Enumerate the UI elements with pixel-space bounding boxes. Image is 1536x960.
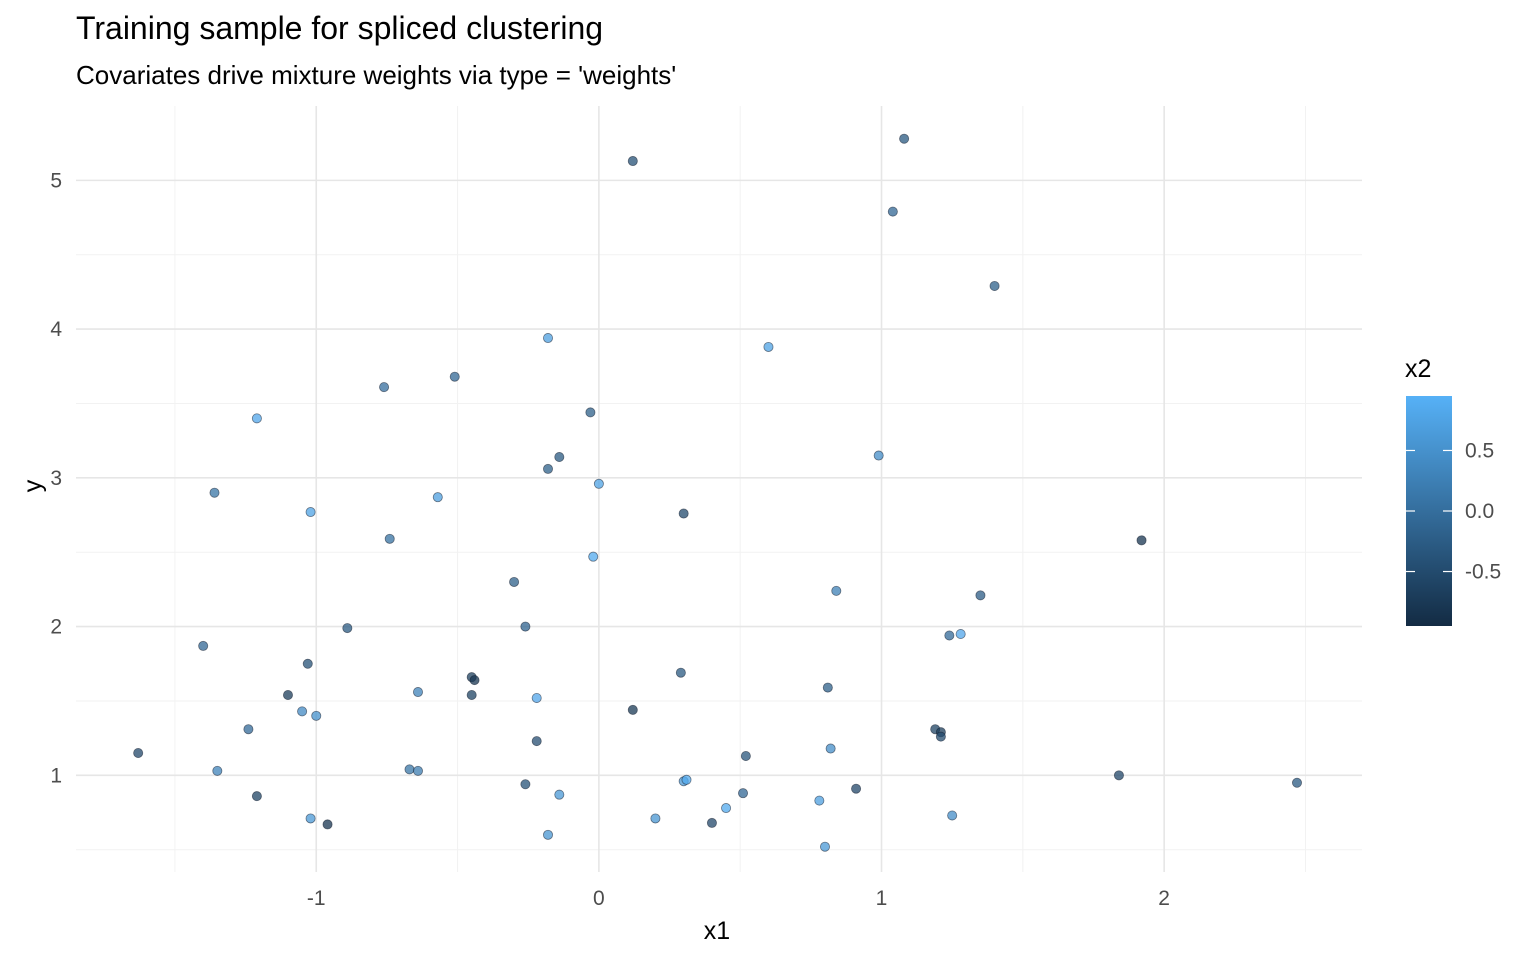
- data-point: [209, 487, 220, 498]
- y-axis-title: y: [19, 479, 47, 492]
- x-tick-label: 1: [876, 887, 888, 910]
- data-point: [825, 743, 836, 754]
- data-point: [311, 710, 322, 721]
- data-point: [342, 623, 353, 634]
- data-point: [412, 687, 423, 698]
- data-point: [133, 748, 144, 759]
- y-tick-label: 1: [50, 764, 62, 787]
- data-point: [681, 774, 692, 785]
- data-point: [706, 817, 717, 828]
- data-point: [404, 764, 415, 775]
- data-point: [887, 206, 898, 217]
- data-point: [384, 533, 395, 544]
- data-point: [935, 731, 946, 742]
- data-point: [678, 508, 689, 519]
- x-tick-label: -1: [307, 887, 326, 910]
- data-point: [302, 658, 313, 669]
- data-point: [251, 791, 262, 802]
- data-point: [432, 492, 443, 503]
- grid-minor: [76, 106, 1362, 872]
- data-point: [588, 551, 599, 562]
- data-point: [466, 690, 477, 701]
- x-tick-label: 0: [593, 887, 605, 910]
- data-point: [531, 692, 542, 703]
- data-point: [851, 783, 862, 794]
- data-point: [740, 750, 751, 761]
- data-point: [899, 133, 910, 144]
- data-point: [412, 765, 423, 776]
- data-point: [297, 706, 308, 717]
- data-point: [627, 704, 638, 715]
- data-point: [305, 813, 316, 824]
- data-point: [554, 789, 565, 800]
- data-point: [251, 413, 262, 424]
- data-point: [593, 478, 604, 489]
- data-point: [531, 736, 542, 747]
- data-point: [873, 450, 884, 461]
- legend-title: x2: [1405, 355, 1431, 383]
- data-point: [520, 779, 531, 790]
- data-point: [944, 630, 955, 641]
- colorbar-tick-label: -0.5: [1465, 561, 1501, 584]
- data-point: [449, 371, 460, 382]
- chart-title: Training sample for spliced clustering: [76, 10, 604, 46]
- color-legend: x2 0.5 0.0 -0.5: [1405, 355, 1501, 626]
- data-point: [305, 507, 316, 518]
- y-tick-label: 3: [50, 467, 62, 490]
- data-point: [543, 829, 554, 840]
- data-point: [379, 382, 390, 393]
- chart-subtitle: Covariates drive mixture weights via typ…: [76, 60, 677, 90]
- data-point: [627, 156, 638, 167]
- data-point: [763, 341, 774, 352]
- data-point: [543, 333, 554, 344]
- data-point: [520, 621, 531, 632]
- data-point: [822, 682, 833, 693]
- data-point: [975, 590, 986, 601]
- data-points: [133, 133, 1302, 852]
- data-point: [543, 463, 554, 474]
- y-tick-label: 4: [50, 318, 62, 341]
- data-point: [738, 788, 749, 799]
- x-axis-title: x1: [704, 917, 730, 945]
- y-tick-label: 2: [50, 616, 62, 639]
- data-point: [243, 724, 254, 735]
- x-axis-ticks: -1 0 1 2: [307, 887, 1170, 910]
- data-point: [322, 819, 333, 830]
- x-tick-label: 2: [1158, 887, 1170, 910]
- data-point: [585, 407, 596, 418]
- data-point: [282, 690, 293, 701]
- y-tick-label: 5: [50, 169, 62, 192]
- grid-major: [76, 106, 1362, 872]
- data-point: [989, 280, 1000, 291]
- data-point: [814, 795, 825, 806]
- data-point: [955, 629, 966, 640]
- data-point: [1291, 777, 1302, 788]
- data-point: [819, 841, 830, 852]
- data-point: [650, 813, 661, 824]
- colorbar-ticks: 0.5 0.0 -0.5: [1406, 439, 1501, 584]
- y-axis-ticks: 1 2 3 4 5: [50, 169, 62, 787]
- colorbar-tick-label: 0.5: [1465, 439, 1494, 462]
- data-point: [947, 810, 958, 821]
- data-point: [675, 667, 686, 678]
- data-point: [831, 585, 842, 596]
- data-point: [554, 452, 565, 463]
- data-point: [721, 803, 732, 814]
- colorbar-tick-label: 0.0: [1465, 500, 1494, 523]
- data-point: [509, 576, 520, 587]
- data-point: [469, 675, 480, 686]
- data-point: [198, 640, 209, 651]
- data-point: [1113, 770, 1124, 781]
- data-point: [1136, 535, 1147, 546]
- data-point: [212, 765, 223, 776]
